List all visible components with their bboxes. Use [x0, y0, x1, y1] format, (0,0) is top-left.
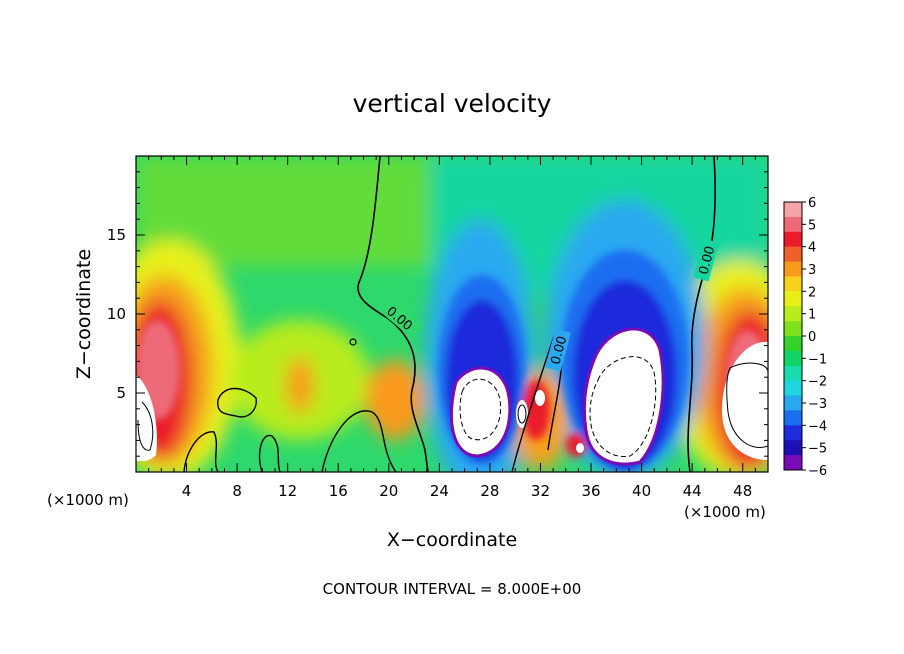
- colorbar-swatch: [784, 246, 802, 263]
- x-tick-label: 12: [278, 482, 297, 500]
- velocity-field: [136, 156, 768, 472]
- colorbar-swatch: [784, 261, 802, 277]
- y-axis-label: Z−coordinate: [73, 249, 95, 379]
- y-tick-label: 10: [107, 305, 126, 323]
- colorbar-swatch: [784, 231, 802, 248]
- x-tick-label: 28: [480, 482, 499, 500]
- y-axis: 5 10 15: [107, 171, 768, 457]
- colorbar-tick-label: −2: [808, 375, 827, 390]
- y-tick-label: 15: [107, 226, 126, 244]
- x-tick-label: 48: [733, 482, 752, 500]
- colorbar-tick-label: 6: [808, 196, 816, 211]
- x-tick-label: 44: [683, 482, 702, 500]
- x-axis-label: X−coordinate: [387, 529, 517, 551]
- colorbar-swatch: [784, 291, 802, 307]
- colorbar: 6 5 4 3 2 1 0 −1 −2 −3 −4 −5 −6: [783, 196, 827, 479]
- colorbar-tick-label: 1: [808, 308, 816, 323]
- colorbar-tick-label: 4: [808, 241, 816, 256]
- colorbar-swatch: [784, 455, 802, 471]
- chart-title: vertical velocity: [353, 89, 552, 118]
- colorbar-swatch: [784, 276, 802, 292]
- x-tick-label: 4: [182, 482, 192, 500]
- colorbar-swatch: [784, 336, 802, 352]
- x-tick-label: 36: [581, 482, 600, 500]
- x-axis: 4 8 12 16 20 24 28 32 36 40 44 48: [148, 156, 756, 500]
- colorbar-tick-label: 2: [808, 285, 816, 300]
- colorbar-swatch: [784, 410, 802, 426]
- colorbar-swatch: [784, 395, 802, 411]
- colorbar-swatch: [784, 380, 802, 397]
- x-tick-label: 24: [430, 482, 449, 500]
- colorbar-tick-label: 5: [808, 218, 816, 233]
- colorbar-tick-label: −5: [808, 442, 827, 457]
- x-tick-label: 32: [531, 482, 550, 500]
- x-unit-label-right: (×1000 m): [684, 503, 766, 521]
- colorbar-swatch: [784, 321, 802, 337]
- x-unit-label-left: (×1000 m): [47, 491, 129, 509]
- colorbar-tick-label: −1: [808, 352, 827, 367]
- x-tick-label: 40: [632, 482, 651, 500]
- colorbar-swatch: [784, 216, 802, 233]
- contour-label: 0.00: [548, 334, 570, 366]
- colorbar-tick-label: 3: [808, 263, 816, 278]
- y-tick-label: 5: [116, 384, 126, 402]
- colorbar-swatch: [784, 440, 802, 456]
- colorbar-tick-label: 0: [808, 330, 816, 345]
- x-tick-label: 8: [232, 482, 242, 500]
- contour-interval-note: CONTOUR INTERVAL = 8.000E+00: [323, 580, 582, 598]
- colorbar-swatch: [784, 350, 802, 367]
- colorbar-tick-label: −4: [808, 419, 827, 434]
- colorbar-tick-label: −6: [808, 464, 827, 479]
- colorbar-swatch: [784, 425, 802, 441]
- x-tick-label: 16: [329, 482, 348, 500]
- colorbar-swatch: [784, 306, 802, 322]
- colorbar-swatch: [784, 365, 802, 382]
- x-tick-label: 20: [379, 482, 398, 500]
- colorbar-tick-label: −3: [808, 397, 827, 412]
- contour-label: 0.00: [696, 244, 718, 276]
- colorbar-swatch: [784, 202, 802, 218]
